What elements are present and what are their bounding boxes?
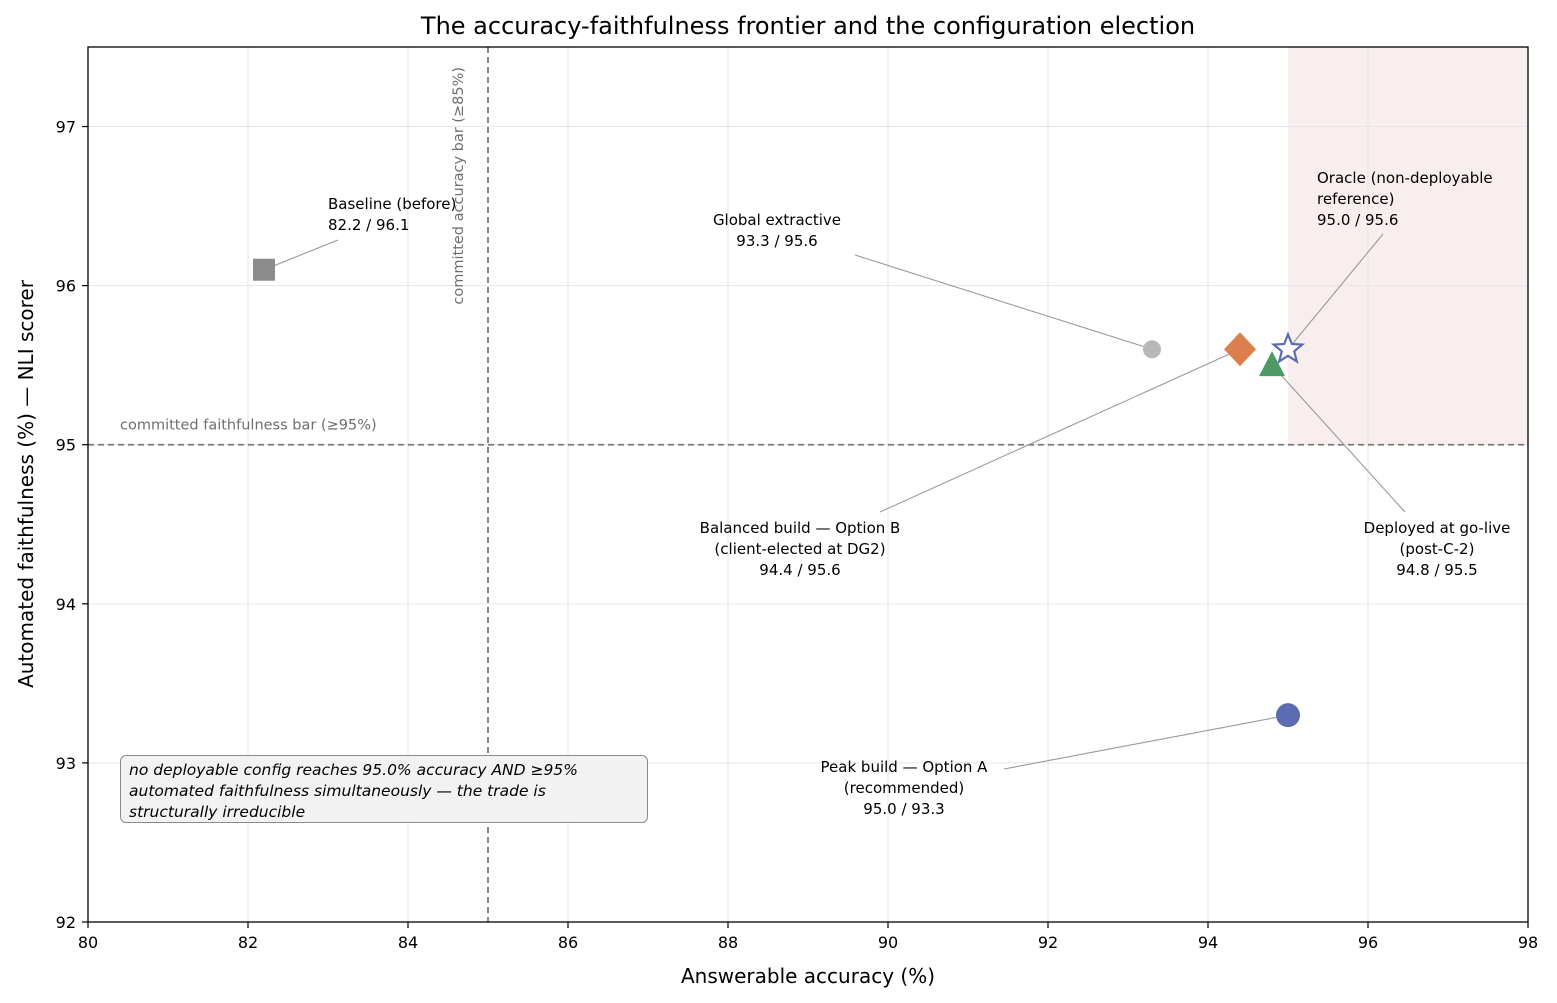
conclusion-note-line: automated faithfulness simultaneously — … [129, 782, 546, 800]
peak-annotation-line: (recommended) [844, 779, 964, 797]
faithfulness-bar-label: committed faithfulness bar (≥95%) [120, 418, 377, 434]
target-shaded-region [1288, 47, 1528, 445]
peak-annotation: Peak build — Option A (recommended) 95.0 /… [821, 758, 989, 818]
y-tick-label: 93 [56, 754, 76, 773]
peak-marker [1276, 703, 1300, 728]
deployed-annotation: Deployed at go-live (post-C-2) 94.8 / 95.5 [1364, 519, 1511, 579]
y-tick-label: 95 [56, 436, 76, 455]
peak-leader-line [1003, 714, 1289, 770]
baseline-annotation-line: Baseline (before) [328, 195, 456, 213]
y-tick-label: 92 [56, 913, 76, 932]
y-tick-label: 94 [56, 595, 76, 614]
y-tick-label: 97 [56, 118, 76, 137]
balanced-leader-line [879, 348, 1241, 513]
global-extractive-leader-line [854, 254, 1153, 350]
peak-annotation-line: Peak build — Option A [821, 758, 989, 776]
global-extractive-annotation: Global extractive 93.3 / 95.6 [713, 211, 841, 250]
deployed-annotation-line: 94.8 / 95.5 [1396, 561, 1477, 579]
global-extractive-annotation-line: 93.3 / 95.6 [736, 232, 817, 250]
x-tick-label: 90 [878, 933, 898, 952]
x-tick-label: 96 [1358, 933, 1378, 952]
oracle-annotation: Oracle (non-deployable reference) 95.0 / 9… [1317, 169, 1493, 229]
x-tick-label: 88 [718, 933, 738, 952]
oracle-annotation-line: reference) [1317, 190, 1394, 208]
baseline-annotation-line: 82.2 / 96.1 [328, 216, 409, 234]
oracle-annotation-line: 95.0 / 95.6 [1317, 211, 1398, 229]
balanced-marker [1224, 332, 1256, 367]
baseline-annotation: Baseline (before) 82.2 / 96.1 [328, 195, 456, 234]
x-tick-label: 82 [238, 933, 258, 952]
accuracy-bar-label: committed accuracy bar (≥85%) [451, 67, 467, 305]
oracle-annotation-line: Oracle (non-deployable [1317, 169, 1493, 187]
deployed-marker [1259, 351, 1285, 377]
conclusion-note-line: no deployable config reaches 95.0% accur… [129, 761, 578, 779]
x-tick-label: 80 [78, 933, 98, 952]
balanced-annotation-line: Balanced build — Option B [700, 519, 901, 537]
deployed-annotation-line: (post-C-2) [1400, 540, 1475, 558]
balanced-annotation-line: (client-elected at DG2) [714, 540, 885, 558]
x-tick-label: 92 [1038, 933, 1058, 952]
y-tick-label: 96 [56, 277, 76, 296]
conclusion-note-line: structurally irreducible [129, 803, 306, 821]
oracle-marker [1270, 331, 1306, 364]
oracle-leader-line [1287, 233, 1384, 350]
peak-annotation-line: 95.0 / 93.3 [863, 800, 944, 818]
chart-title: The accuracy-faithfulness frontier and t… [420, 12, 1195, 40]
deployed-annotation-line: Deployed at go-live [1364, 519, 1511, 537]
x-tick-label: 86 [558, 933, 578, 952]
baseline-leader-line [263, 239, 339, 271]
x-tick-label: 98 [1518, 933, 1538, 952]
deployed-leader-line [1271, 364, 1406, 513]
plot-area-frame [87, 46, 1529, 923]
conclusion-note-box: no deployable config reaches 95.0% accur… [120, 755, 648, 823]
y-axis-label: Automated faithfulness (%) — NLI scorer [14, 279, 38, 688]
x-tick-label: 84 [398, 933, 418, 952]
global-extractive-annotation-line: Global extractive [713, 211, 841, 229]
x-axis-label: Answerable accuracy (%) [681, 964, 935, 988]
global-extractive-marker [1143, 340, 1161, 359]
x-tick-label: 94 [1198, 933, 1218, 952]
baseline-marker [253, 258, 275, 281]
balanced-annotation-line: 94.4 / 95.6 [759, 561, 840, 579]
balanced-annotation: Balanced build — Option B (client-elected… [700, 519, 901, 579]
